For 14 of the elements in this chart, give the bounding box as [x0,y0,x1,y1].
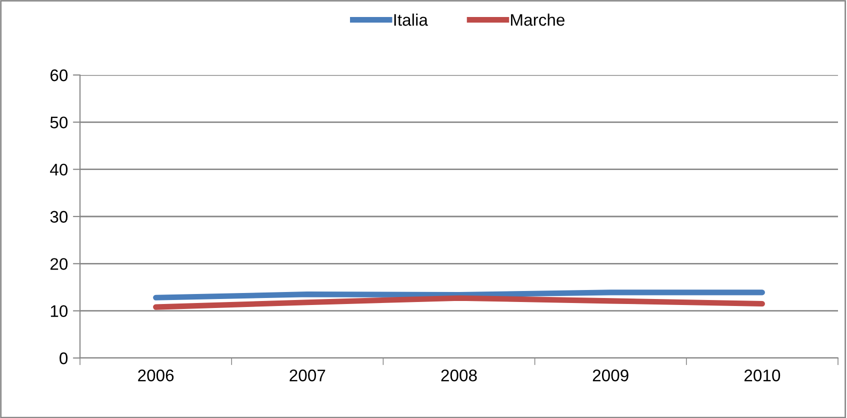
x-tick-label: 2007 [290,370,326,382]
legend-label: Italia [394,14,428,26]
legend-label: Marche [511,14,564,26]
y-tick-label: 50 [50,116,68,128]
y-tick-label: 40 [50,164,68,176]
x-tick-label: 2008 [441,370,477,382]
y-tick-label: 0 [60,352,68,364]
y-tick-label: 30 [50,210,68,223]
x-tick-label: 2010 [744,370,780,382]
y-tick-label: 20 [50,258,68,270]
x-tick-label: 2006 [138,370,174,382]
y-tick-label: 60 [50,69,68,82]
x-tick-label: 2009 [592,370,628,382]
y-tick-label: 10 [50,305,68,318]
